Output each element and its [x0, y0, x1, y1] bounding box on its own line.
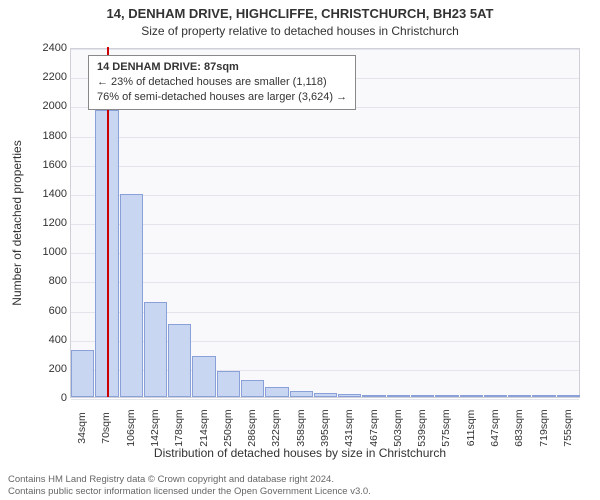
- info-line-3: 76% of semi-detached houses are larger (…: [97, 90, 347, 105]
- y-tick-label: 800: [27, 275, 67, 287]
- footer-line-1: Contains HM Land Registry data © Crown c…: [8, 474, 592, 486]
- histogram-bar: [144, 302, 167, 397]
- histogram-bar: [532, 395, 555, 397]
- x-tick-label: 539sqm: [416, 408, 428, 448]
- grid-line: [71, 224, 579, 225]
- histogram-bar: [265, 387, 288, 397]
- grid-line: [71, 253, 579, 254]
- histogram-bar: [435, 395, 458, 397]
- histogram-bar: [362, 395, 385, 397]
- chart-title: 14, DENHAM DRIVE, HIGHCLIFFE, CHRISTCHUR…: [0, 6, 600, 21]
- footer-text: Contains HM Land Registry data © Crown c…: [8, 474, 592, 498]
- x-tick-label: 611sqm: [465, 408, 477, 448]
- y-tick-label: 2000: [27, 100, 67, 112]
- histogram-bar: [387, 395, 410, 397]
- info-line-2: ← 23% of detached houses are smaller (1,…: [97, 75, 347, 90]
- y-tick-label: 200: [27, 363, 67, 375]
- y-tick-label: 1800: [27, 130, 67, 142]
- histogram-bar: [120, 194, 143, 397]
- histogram-bar: [460, 395, 483, 397]
- x-tick-label: 431sqm: [343, 408, 355, 448]
- x-tick-label: 286sqm: [246, 408, 258, 448]
- histogram-bar: [290, 391, 313, 397]
- x-tick-label: 575sqm: [440, 408, 452, 448]
- x-tick-label: 719sqm: [538, 408, 550, 448]
- histogram-bar: [314, 393, 337, 397]
- histogram-bar: [192, 356, 215, 397]
- x-tick-label: 70sqm: [100, 408, 112, 448]
- x-tick-label: 647sqm: [489, 408, 501, 448]
- y-tick-label: 2400: [27, 42, 67, 54]
- x-tick-label: 755sqm: [562, 408, 574, 448]
- histogram-bar: [484, 395, 507, 397]
- x-tick-label: 683sqm: [513, 408, 525, 448]
- x-tick-label: 250sqm: [222, 408, 234, 448]
- y-tick-label: 600: [27, 305, 67, 317]
- x-tick-label: 34sqm: [76, 408, 88, 448]
- x-tick-label: 178sqm: [173, 408, 185, 448]
- info-line-1: 14 DENHAM DRIVE: 87sqm: [97, 60, 347, 75]
- histogram-bar: [338, 394, 361, 397]
- x-tick-label: 142sqm: [149, 408, 161, 448]
- histogram-bar: [508, 395, 531, 397]
- grid-line: [71, 49, 579, 50]
- x-axis-label: Distribution of detached houses by size …: [0, 446, 600, 460]
- grid-line: [71, 195, 579, 196]
- y-tick-label: 0: [27, 392, 67, 404]
- x-tick-label: 503sqm: [392, 408, 404, 448]
- x-tick-label: 395sqm: [319, 408, 331, 448]
- y-tick-label: 1000: [27, 246, 67, 258]
- x-tick-label: 106sqm: [125, 408, 137, 448]
- histogram-bar: [241, 380, 264, 398]
- histogram-bar: [71, 350, 94, 397]
- chart-subtitle: Size of property relative to detached ho…: [0, 24, 600, 38]
- footer-line-2: Contains public sector information licen…: [8, 486, 592, 498]
- grid-line: [71, 282, 579, 283]
- x-tick-label: 322sqm: [270, 408, 282, 448]
- histogram-bar: [217, 371, 240, 397]
- x-tick-label: 467sqm: [368, 408, 380, 448]
- x-tick-label: 358sqm: [295, 408, 307, 448]
- y-tick-label: 2200: [27, 71, 67, 83]
- histogram-bar: [168, 324, 191, 397]
- y-axis-label: Number of detached properties: [10, 140, 24, 305]
- grid-line: [71, 399, 579, 400]
- y-tick-label: 1200: [27, 217, 67, 229]
- grid-line: [71, 137, 579, 138]
- histogram-bar: [411, 395, 434, 397]
- grid-line: [71, 166, 579, 167]
- histogram-bar: [557, 395, 580, 397]
- x-tick-label: 214sqm: [198, 408, 210, 448]
- y-tick-label: 400: [27, 334, 67, 346]
- y-tick-label: 1400: [27, 188, 67, 200]
- y-tick-label: 1600: [27, 159, 67, 171]
- marker-info-box: 14 DENHAM DRIVE: 87sqm← 23% of detached …: [88, 55, 356, 110]
